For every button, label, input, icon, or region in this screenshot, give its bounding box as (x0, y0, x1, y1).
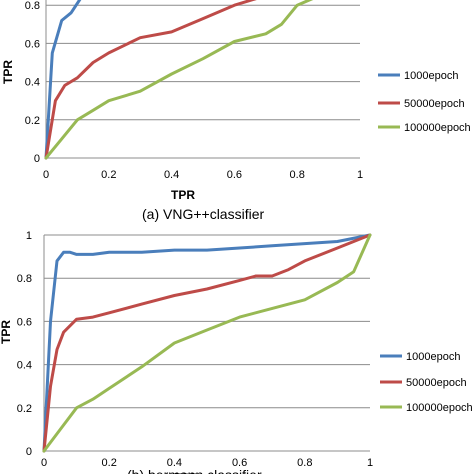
legend-label: 100000epoch (404, 122, 471, 134)
series-line-1000epoch (42, 233, 372, 453)
x-tick-label: 0.6 (227, 169, 242, 181)
series-line-50000epoch (44, 0, 257, 160)
x-tick-label: 0.2 (101, 169, 116, 181)
y-tick-label: 0.2 (25, 115, 40, 127)
x-axis-label: TPR (171, 188, 195, 202)
x-tick-label: 0.6 (232, 457, 247, 469)
x-tick-label: 0.4 (167, 457, 182, 469)
y-axis-label: TPR (0, 320, 13, 344)
x-axis-label: TPR (175, 471, 199, 474)
x-tick-label: 0 (43, 169, 49, 181)
y-tick-label: 0.8 (17, 273, 32, 285)
y-tick-label: 0.8 (25, 0, 40, 12)
y-tick-label: 0 (34, 153, 40, 165)
x-tick-label: 0.8 (290, 169, 305, 181)
series-line-1000epoch (44, 0, 82, 160)
y-tick-label: 1 (26, 230, 32, 242)
x-tick-label: 0.4 (164, 169, 179, 181)
chart-caption: (a) VNG++classifier (142, 206, 264, 222)
legend-label: 100000epoch (406, 402, 473, 414)
chart-panel-b (42, 233, 402, 453)
y-axis-label: TPR (1, 60, 15, 84)
y-tick-label: 0.6 (25, 38, 40, 50)
legend-label: 1000epoch (404, 70, 458, 82)
y-tick-label: 0.4 (25, 77, 40, 89)
x-tick-label: 0 (41, 457, 47, 469)
x-tick-label: 1 (357, 169, 363, 181)
y-tick-label: 0.6 (17, 316, 32, 328)
y-tick-label: 0.2 (17, 403, 32, 415)
legend-label: 50000epoch (404, 98, 465, 110)
x-tick-label: 1 (367, 457, 373, 469)
x-tick-label: 0.8 (297, 457, 312, 469)
legend-label: 50000epoch (406, 377, 467, 389)
chart-panel-a (44, 0, 400, 160)
series-line-100000epoch (42, 233, 372, 453)
y-tick-label: 0 (26, 446, 32, 458)
chart-caption: (b) bermann classifier (127, 467, 262, 474)
y-tick-label: 0.4 (17, 360, 32, 372)
series-line-50000epoch (42, 233, 372, 453)
x-tick-label: 0.2 (102, 457, 117, 469)
series-line-100000epoch (44, 0, 314, 160)
legend-label: 1000epoch (406, 351, 460, 363)
